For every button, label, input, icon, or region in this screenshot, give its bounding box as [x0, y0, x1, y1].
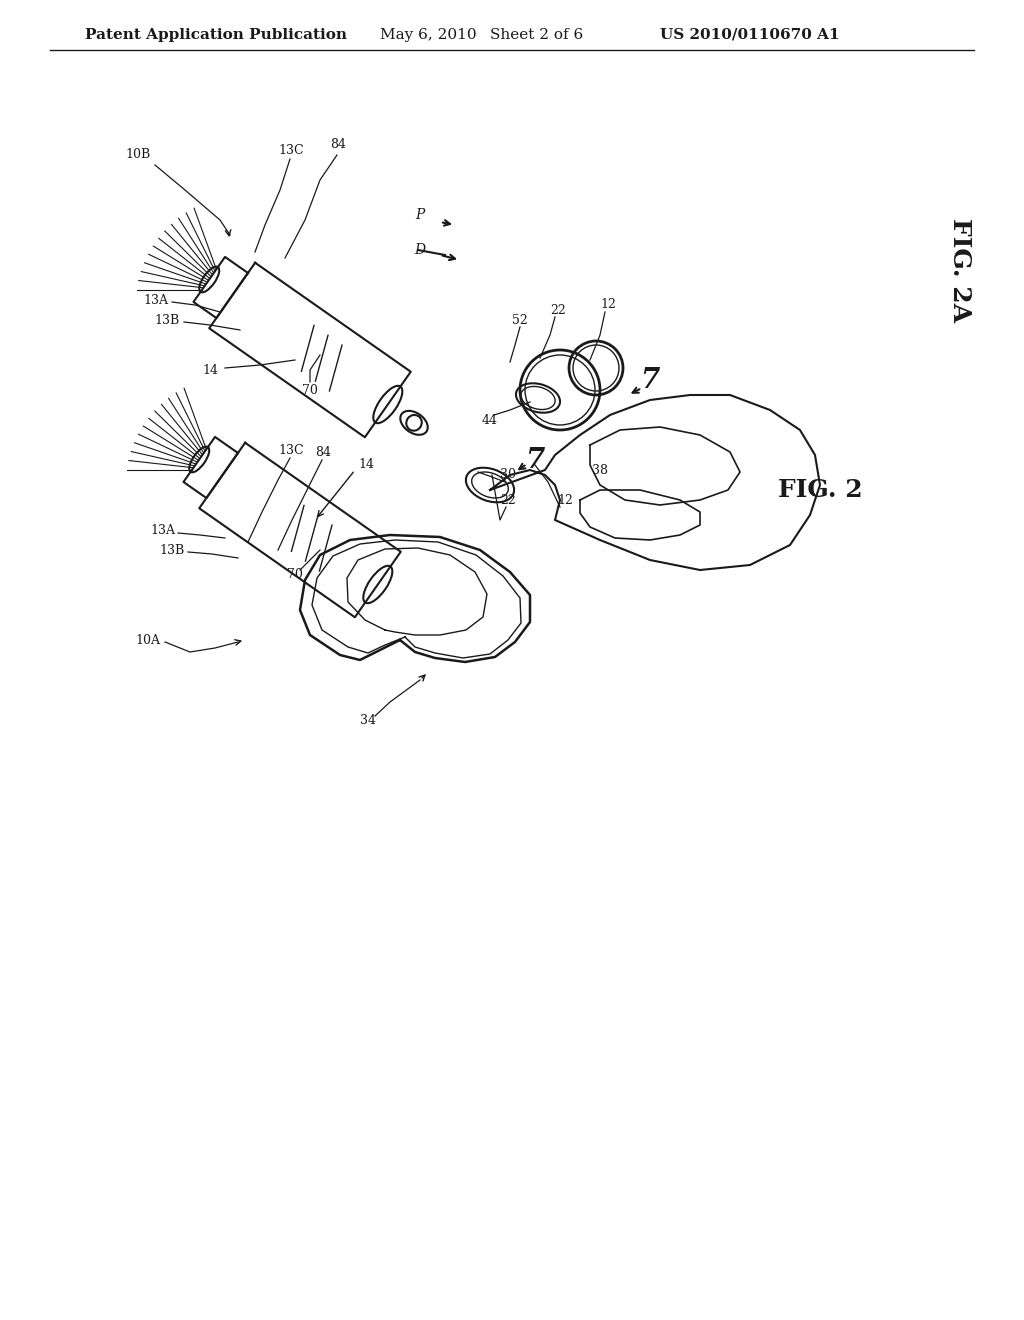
Text: 14: 14 [358, 458, 374, 471]
Text: 13C: 13C [278, 444, 304, 457]
Text: 13C: 13C [278, 144, 304, 157]
Text: 14: 14 [202, 363, 218, 376]
Text: 10A: 10A [135, 634, 161, 647]
Text: FIG. 2: FIG. 2 [777, 478, 862, 502]
Text: 44: 44 [482, 413, 498, 426]
Text: FIG. 2A: FIG. 2A [948, 218, 972, 322]
Text: 84: 84 [315, 446, 331, 458]
Text: 22: 22 [550, 304, 566, 317]
Text: 10B: 10B [125, 149, 151, 161]
Text: 84: 84 [330, 139, 346, 152]
Text: 13B: 13B [155, 314, 180, 326]
Text: 22: 22 [500, 494, 516, 507]
Text: 7: 7 [640, 367, 659, 393]
Text: Sheet 2 of 6: Sheet 2 of 6 [490, 28, 584, 42]
Text: US 2010/0110670 A1: US 2010/0110670 A1 [660, 28, 840, 42]
Text: 7: 7 [525, 446, 545, 474]
Text: 13B: 13B [160, 544, 185, 557]
Text: 34: 34 [360, 714, 376, 726]
Text: 70: 70 [287, 569, 303, 582]
Text: 12: 12 [557, 494, 573, 507]
Text: May 6, 2010: May 6, 2010 [380, 28, 476, 42]
Text: 13A: 13A [143, 293, 168, 306]
Text: P: P [416, 209, 425, 222]
Text: 30: 30 [500, 469, 516, 482]
Text: Patent Application Publication: Patent Application Publication [85, 28, 347, 42]
Text: 13A: 13A [150, 524, 175, 536]
Text: 70: 70 [302, 384, 317, 396]
Text: 52: 52 [512, 314, 528, 326]
Text: 12: 12 [600, 298, 616, 312]
Text: D: D [415, 243, 426, 257]
Text: 38: 38 [592, 463, 608, 477]
